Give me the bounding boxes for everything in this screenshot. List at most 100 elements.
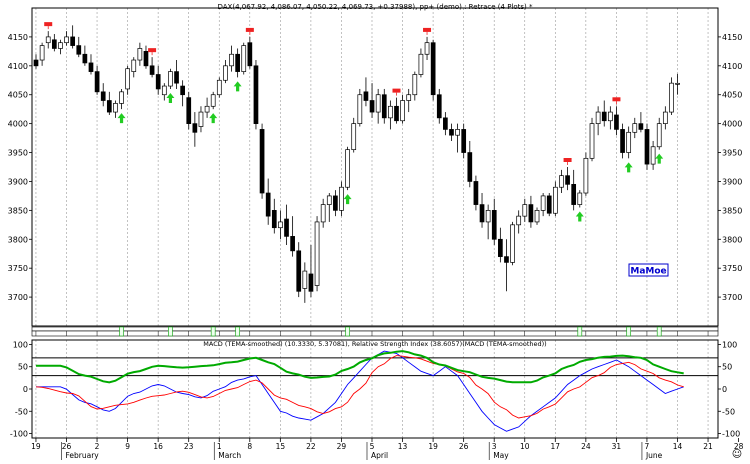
candle-body-down bbox=[333, 195, 338, 211]
price-signals bbox=[44, 22, 664, 222]
candle bbox=[381, 88, 387, 124]
candle-body-down bbox=[76, 45, 82, 55]
indicator-ytick-label-right: 100 bbox=[722, 340, 737, 349]
x-axis: 19 26 2 9 16 23 1 8 15 22 29 5 13 19 26 3 10 17 24 31 7 14 21 2… bbox=[31, 437, 744, 460]
candle-body-up bbox=[418, 53, 424, 75]
candle bbox=[675, 73, 680, 95]
x-tick-label: 2 bbox=[95, 442, 100, 451]
candle bbox=[449, 123, 454, 141]
candle-body-down bbox=[186, 97, 192, 124]
indicator-ytick-label-right: -50 bbox=[722, 407, 735, 416]
candle bbox=[161, 83, 167, 101]
candle-body-down bbox=[284, 218, 289, 237]
candle-body-up bbox=[119, 91, 124, 104]
candle bbox=[113, 100, 118, 118]
sell-flag-shape bbox=[245, 27, 254, 32]
candle bbox=[339, 181, 344, 217]
candle bbox=[577, 190, 583, 208]
month-label: May bbox=[493, 451, 509, 460]
indicator-ytick-label-left: 0 bbox=[23, 385, 28, 394]
candle bbox=[204, 97, 210, 118]
candle-body-down bbox=[180, 85, 185, 96]
indicator-y-axis-right: -100 -50 0 50 100 bbox=[718, 340, 740, 439]
candle-body-up bbox=[345, 149, 350, 188]
price-y-axis-right: 3700 3750 3800 3850 3900 3950 4000 4050 4100 4150 bbox=[718, 33, 742, 302]
candle bbox=[607, 106, 613, 130]
candle bbox=[620, 123, 625, 159]
candle bbox=[308, 245, 314, 298]
candle-body-up bbox=[424, 42, 430, 55]
candle bbox=[504, 239, 509, 292]
candle bbox=[614, 106, 619, 136]
x-tick-label: 15 bbox=[276, 442, 286, 451]
candle-body-down bbox=[94, 71, 100, 93]
candle bbox=[357, 88, 363, 127]
signal-strip-mark bbox=[168, 326, 173, 337]
price-y-axis-left: 3700 3750 3800 3850 3900 3950 4000 4050 4100 4150 bbox=[8, 33, 32, 302]
signal-strip-mark bbox=[210, 326, 216, 337]
candle-body-up bbox=[650, 146, 656, 165]
price-ytick-label-right: 3900 bbox=[722, 177, 742, 186]
candle bbox=[510, 221, 515, 266]
month-label: February bbox=[65, 451, 99, 460]
month-label: March bbox=[218, 451, 241, 460]
signal-strip-mark bbox=[345, 326, 350, 337]
x-tick-label: 10 bbox=[520, 442, 530, 451]
candle-body-down bbox=[491, 210, 497, 240]
candle bbox=[155, 65, 161, 95]
x-tick-label: 19 bbox=[428, 442, 438, 451]
candle-body-up bbox=[216, 79, 222, 96]
indicator-ytick-label-right: 0 bbox=[722, 385, 727, 394]
candle-body-down bbox=[265, 192, 271, 217]
x-tick-label: 5 bbox=[370, 442, 375, 451]
buy-arrow-shape bbox=[343, 194, 352, 205]
buy-arrow-icon bbox=[233, 81, 242, 92]
candle bbox=[424, 36, 430, 61]
month-label: April bbox=[371, 451, 388, 460]
candle-body-up bbox=[516, 215, 522, 226]
candle bbox=[400, 94, 405, 124]
candle bbox=[485, 204, 491, 240]
candle-body-up bbox=[223, 65, 228, 81]
watermark-box bbox=[628, 263, 669, 277]
candle-body-down bbox=[106, 100, 112, 113]
candle bbox=[39, 42, 45, 66]
candle-body-up bbox=[589, 123, 595, 159]
sell-flag-icon bbox=[392, 88, 401, 96]
candle-body-down bbox=[565, 175, 570, 185]
x-tick-label: 26 bbox=[62, 442, 72, 451]
candle-body-down bbox=[174, 71, 179, 84]
x-tick-label: 19 bbox=[31, 442, 41, 451]
candle-body-down bbox=[235, 53, 240, 72]
candle-body-up bbox=[58, 42, 63, 49]
candle bbox=[296, 242, 302, 298]
signal-strip-mark bbox=[235, 326, 240, 337]
signal-strip-mark bbox=[119, 326, 124, 337]
price-ytick-label-right: 3950 bbox=[722, 149, 742, 158]
candle bbox=[345, 146, 350, 191]
price-ytick-label-right: 3700 bbox=[722, 293, 742, 302]
signal-strip-mark bbox=[656, 326, 662, 337]
candle-body-down bbox=[394, 105, 399, 122]
candle bbox=[540, 193, 546, 217]
indicator-ytick-label-left: -100 bbox=[10, 430, 28, 439]
candle bbox=[271, 198, 277, 234]
buy-arrow-icon bbox=[117, 113, 126, 124]
candle-body-up bbox=[656, 123, 662, 148]
x-tick-label: 28 bbox=[734, 442, 744, 451]
candle bbox=[58, 39, 63, 55]
x-tick-label: 31 bbox=[612, 442, 622, 451]
candle-body-up bbox=[137, 48, 143, 61]
watermark-text: MaMoe bbox=[630, 267, 666, 277]
candle-body-up bbox=[675, 82, 680, 85]
candle bbox=[669, 77, 674, 115]
candle-body-down bbox=[143, 51, 149, 67]
buy-arrow-shape bbox=[655, 153, 664, 164]
candle-body-down bbox=[381, 94, 387, 119]
smiley-icon[interactable]: ☺ bbox=[732, 449, 742, 460]
sell-flag-shape bbox=[392, 88, 401, 93]
candle bbox=[491, 198, 497, 246]
candle bbox=[595, 106, 601, 136]
candle bbox=[94, 65, 100, 95]
